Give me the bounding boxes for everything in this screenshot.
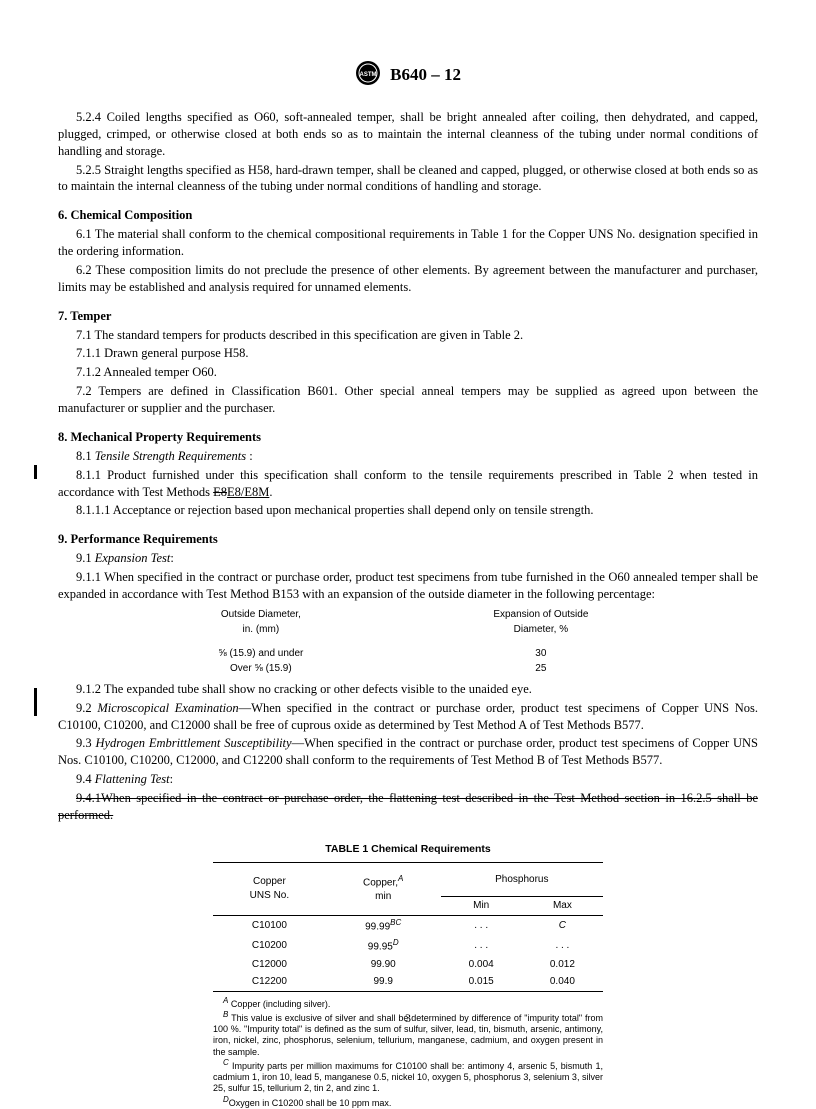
t1-col2a: Copper, [363,878,398,889]
table-1-wrap: TABLE 1 Chemical Requirements Copper UNS… [213,842,603,1109]
cell-min: . . . [441,936,522,956]
para-9-1-lead: 9.1 [76,551,95,565]
para-8-1-1-ins: E8/E8M [227,485,269,499]
para-9-4: 9.4 Flattening Test: [58,771,758,788]
para-9-2: 9.2 Microscopical Examination—When speci… [58,700,758,734]
t1-col2sup: A [398,874,403,883]
para-8-1-1-strike: E8 [213,485,227,499]
para-8-1-term: Tensile Strength Requirements [95,449,250,463]
para-5-2-4: 5.2.4 Coiled lengths specified as O60, s… [58,109,758,160]
para-6-2: 6.2 These composition limits do not prec… [58,262,758,296]
para-8-1-1: 8.1.1 Product furnished under this speci… [58,467,758,501]
para-6-1: 6.1 The material shall conform to the ch… [58,226,758,260]
para-9-3-lead: 9.3 [76,736,95,750]
para-8-1-1-1: 8.1.1.1 Acceptance or rejection based up… [58,502,758,519]
cell-max: 0.040 [522,973,603,991]
t1-col1a: Copper [253,876,286,887]
t1-col2b: min [375,891,391,902]
fn-c: Impurity parts per million maximums for … [213,1061,603,1094]
exp-row-0-d: ⅝ (15.9) and under [128,646,394,662]
exp-row-1-d: Over ⅝ (15.9) [128,661,394,677]
para-8-1: 8.1 Tensile Strength Requirements : [58,448,758,465]
exp-row-1: Over ⅝ (15.9) 25 [128,661,688,677]
cell-max: . . . [522,936,603,956]
fn-a: Copper (including silver). [228,999,330,1009]
heading-8: 8. Mechanical Property Requirements [58,429,758,446]
table-row: C1010099.99BC. . .C [213,915,603,935]
t1-col3a: Min [441,897,522,916]
para-9-1-term: Expansion Test [95,551,171,565]
page-number: 3 [0,1010,816,1026]
exp-col-2-header-a: Expansion of Outside [394,607,688,623]
table-row: C1020099.95D. . .. . . [213,936,603,956]
para-9-3-term: Hydrogen Embrittlement Susceptibility [95,736,291,750]
para-9-1-tail: : [170,551,173,565]
cell-min: 0.004 [441,956,522,974]
heading-9: 9. Performance Requirements [58,531,758,548]
cell-uns: C12000 [213,956,326,974]
cell-uns: C10100 [213,915,326,935]
change-bar-1 [34,465,37,479]
para-8-1-1-b: . [269,485,272,499]
cell-uns: C12200 [213,973,326,991]
para-9-4-1-strike: 9.4.1When specified in the contract or p… [58,790,758,824]
cell-cu: 99.9 [326,973,441,991]
para-7-1-2: 7.1.2 Annealed temper O60. [58,364,758,381]
expansion-table: Outside Diameter, Expansion of Outside i… [128,607,688,677]
cell-uns: C10200 [213,936,326,956]
para-9-2-term: Microscopical Examination [97,701,238,715]
cell-cu: 99.90 [326,956,441,974]
exp-row-0: ⅝ (15.9) and under 30 [128,646,688,662]
para-9-4-lead: 9.4 [76,772,95,786]
para-8-1-lead: 8.1 [76,449,95,463]
t1-col1b: UNS No. [250,890,289,901]
exp-row-0-v: 30 [394,646,688,662]
cell-max: C [522,915,603,935]
para-7-1-1: 7.1.1 Drawn general purpose H58. [58,345,758,362]
document-id: B640 – 12 [390,64,461,87]
cell-max: 0.012 [522,956,603,974]
t1-col3b: Max [522,897,603,916]
para-9-1: 9.1 Expansion Test: [58,550,758,567]
para-9-3: 9.3 Hydrogen Embrittlement Susceptibilit… [58,735,758,769]
heading-7: 7. Temper [58,308,758,325]
astm-logo: ASTM [355,60,381,91]
para-9-4-term: Flattening Test [95,772,170,786]
para-5-2-5: 5.2.5 Straight lengths specified as H58,… [58,162,758,196]
table-row: C1200099.900.0040.012 [213,956,603,974]
cell-cu: 99.95D [326,936,441,956]
exp-col-1-header-b: in. (mm) [128,622,394,638]
para-7-2: 7.2 Tempers are defined in Classificatio… [58,383,758,417]
t1-col3: Phosphorus [441,862,603,897]
heading-6: 6. Chemical Composition [58,207,758,224]
fn-d: Oxygen in C10200 shall be 10 ppm max. [229,1098,392,1108]
para-9-1-2: 9.1.2 The expanded tube shall show no cr… [58,681,758,698]
table-1-title: TABLE 1 Chemical Requirements [213,842,603,856]
table-row: C1220099.90.0150.040 [213,973,603,991]
svg-text:ASTM: ASTM [360,72,377,78]
para-8-1-tail: : [249,449,252,463]
table-1: Copper UNS No. Copper,A min Phosphorus M… [213,862,603,992]
cell-min: . . . [441,915,522,935]
cell-min: 0.015 [441,973,522,991]
para-8-1-1-a: 8.1.1 Product furnished under this speci… [58,468,758,499]
para-9-1-1: 9.1.1 When specified in the contract or … [58,569,758,603]
para-9-2-lead: 9.2 [76,701,97,715]
para-7-1: 7.1 The standard tempers for products de… [58,327,758,344]
exp-col-2-header-b: Diameter, % [394,622,688,638]
document-header: ASTM B640 – 12 [58,60,758,91]
exp-col-1-header-a: Outside Diameter, [128,607,394,623]
change-bar-2 [34,688,37,716]
exp-row-1-v: 25 [394,661,688,677]
para-9-4-tail: : [170,772,173,786]
cell-cu: 99.99BC [326,915,441,935]
